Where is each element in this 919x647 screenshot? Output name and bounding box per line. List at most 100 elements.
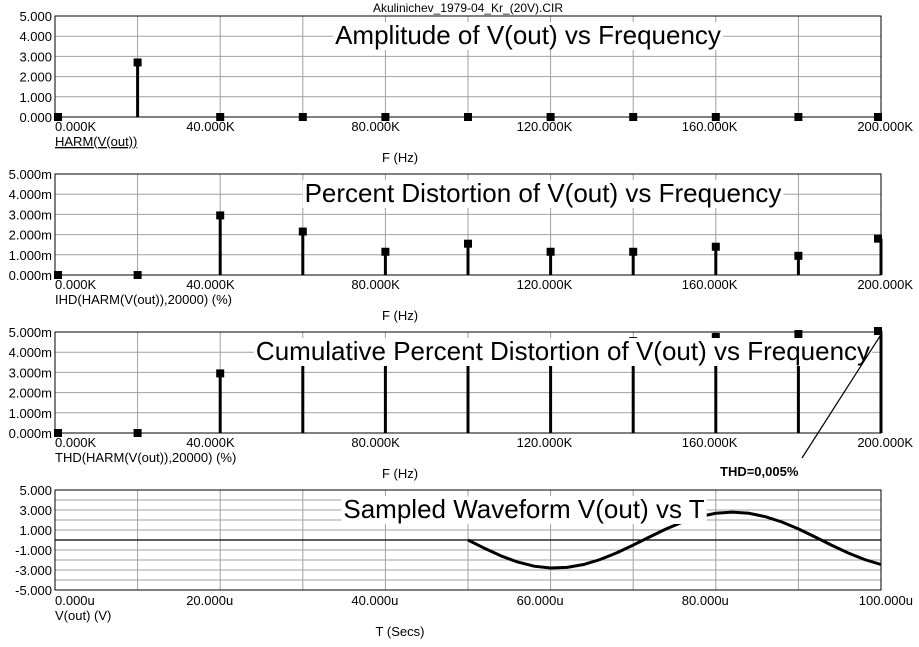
y-tick-label: -1.000 <box>15 543 52 558</box>
y-tick-label: 1.000 <box>19 90 52 105</box>
data-point <box>794 330 803 339</box>
x-tick-label: 80.000K <box>351 277 400 292</box>
chart-panel-1: 5.000 4.000 3.000 2.000 1.000 0.0000.000K 40.0… <box>19 9 913 165</box>
chart-panel-4: 5.000 3.000 1.000 -1.000 -3.000 -5.0000.000u 2… <box>15 483 913 639</box>
y-tick-label: 2.000 <box>19 70 52 85</box>
x-tick-label: 200.000K <box>857 277 913 292</box>
data-point <box>133 271 142 279</box>
series-name: V(out) (V) <box>55 608 111 623</box>
data-point <box>54 113 62 121</box>
x-tick-label: 20.000u <box>186 593 233 608</box>
x-tick-label: 60.000u <box>517 593 564 608</box>
data-point <box>464 113 472 121</box>
data-point <box>381 247 390 256</box>
data-point <box>216 113 225 121</box>
x-tick-label: 40.000K <box>186 119 235 134</box>
x-tick-label: 160.000K <box>682 277 738 292</box>
x-tick-label: 120.000K <box>517 277 573 292</box>
y-tick-label: 5.000m <box>9 167 52 182</box>
x-tick-label: 80.000u <box>682 593 729 608</box>
data-point <box>546 247 555 256</box>
y-tick-label: 0.000m <box>9 268 52 283</box>
chart-panel-3: 5.000m 4.000m 3.000m 2.000m 1.000m 0.000m0.00… <box>9 325 914 481</box>
data-point <box>381 113 390 121</box>
x-tick-label: 0.000u <box>55 593 95 608</box>
x-tick-label: 80.000K <box>351 119 400 134</box>
data-point <box>546 113 555 121</box>
thd-annotation: THD=0,005% <box>720 464 799 479</box>
y-tick-label: 0.000 <box>19 110 52 125</box>
x-axis-label: F (Hz) <box>382 466 418 481</box>
chart-title-backdrop <box>302 180 784 208</box>
x-axis-label: F (Hz) <box>382 150 418 165</box>
y-tick-label: 3.000m <box>9 365 52 380</box>
data-point <box>54 271 62 279</box>
data-point <box>54 429 62 437</box>
y-tick-label: 0.000m <box>9 426 52 441</box>
data-point <box>216 211 225 220</box>
x-tick-label: 100.000u <box>859 593 913 608</box>
y-tick-label: 4.000m <box>9 345 52 360</box>
y-tick-label: 1.000 <box>19 523 52 538</box>
data-point <box>298 113 307 121</box>
data-point <box>874 234 882 243</box>
x-tick-label: 80.000K <box>351 435 400 450</box>
data-point <box>629 247 638 256</box>
chart-title: Amplitude of V(out) vs Frequency <box>335 20 721 50</box>
y-tick-label: 5.000 <box>19 9 52 24</box>
x-axis-label: F (Hz) <box>382 308 418 323</box>
x-tick-label: 200.000K <box>857 119 913 134</box>
y-tick-label: 1.000m <box>9 406 52 421</box>
chart-title: Sampled Waveform V(out) vs T <box>343 494 704 524</box>
x-axis-label: T (Secs) <box>376 624 425 639</box>
data-point <box>464 239 472 248</box>
data-point <box>794 113 803 121</box>
x-tick-label: 0.000K <box>55 277 97 292</box>
data-point <box>629 113 638 121</box>
chart-title: Percent Distortion of V(out) vs Frequenc… <box>305 178 782 208</box>
x-tick-label: 120.000K <box>517 119 573 134</box>
data-point <box>298 227 307 236</box>
data-point <box>711 333 720 342</box>
y-tick-label: 5.000m <box>9 325 52 340</box>
data-point <box>133 58 142 67</box>
chart-panel-2: 5.000m 4.000m 3.000m 2.000m 1.000m 0.000m0.00… <box>9 167 914 323</box>
series-name: THD(HARM(V(out)),20000) (%) <box>55 450 236 465</box>
file-title: Akulinichev_1979-04_Kr_(20V).CIR <box>373 1 563 15</box>
x-tick-label: 200.000K <box>857 435 913 450</box>
data-point <box>133 429 142 437</box>
chart-title-backdrop <box>341 496 707 524</box>
y-tick-label: -3.000 <box>15 563 52 578</box>
y-tick-label: -5.000 <box>15 583 52 598</box>
x-tick-label: 160.000K <box>682 119 738 134</box>
annotation-leader <box>801 332 883 459</box>
chart-title: Cumulative Percent Distortion of V(out) … <box>256 336 870 366</box>
x-tick-label: 40.000K <box>186 435 235 450</box>
y-tick-label: 2.000m <box>9 386 52 401</box>
waveform-line <box>467 510 882 570</box>
x-tick-label: 160.000K <box>682 435 738 450</box>
y-tick-label: 4.000m <box>9 187 52 202</box>
series-name: IHD(HARM(V(out)),20000) (%) <box>55 292 232 307</box>
y-tick-label: 3.000 <box>19 49 52 64</box>
data-point <box>711 113 720 121</box>
x-tick-label: 0.000K <box>55 435 97 450</box>
series-name: HARM(V(out)) <box>55 134 137 149</box>
x-tick-label: 0.000K <box>55 119 97 134</box>
data-point <box>711 242 720 251</box>
chart-title-backdrop <box>253 338 873 366</box>
data-point <box>216 369 225 378</box>
y-tick-label: 2.000m <box>9 228 52 243</box>
chart-title-backdrop <box>333 22 723 50</box>
x-tick-label: 40.000K <box>186 277 235 292</box>
data-point <box>794 251 803 260</box>
data-point <box>874 113 882 121</box>
y-tick-label: 3.000 <box>19 503 52 518</box>
data-point <box>874 326 882 335</box>
x-tick-label: 40.000u <box>351 593 398 608</box>
y-tick-label: 3.000m <box>9 207 52 222</box>
y-tick-label: 5.000 <box>19 483 52 498</box>
y-tick-label: 4.000 <box>19 29 52 44</box>
y-tick-label: 1.000m <box>9 248 52 263</box>
